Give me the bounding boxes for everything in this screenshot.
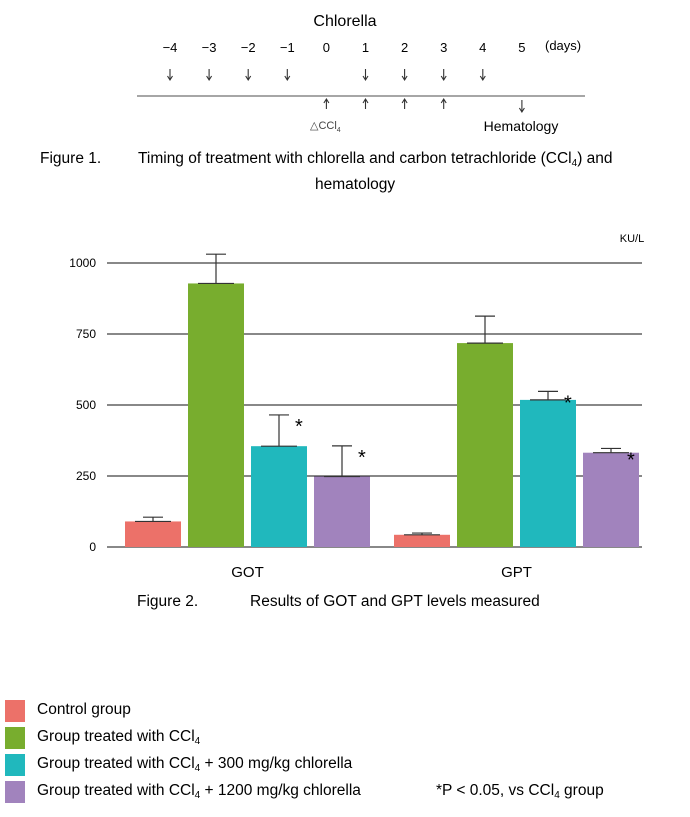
- timeline-day-label: −4: [163, 40, 178, 55]
- chlorella-dose-arrow: [284, 69, 291, 82]
- chart-y-tick-labels: 0 250 500 750 1000: [69, 256, 96, 554]
- figure-1-number: Figure 1.: [40, 150, 102, 167]
- chart-unit-label: KU/L: [620, 233, 644, 245]
- error-bar: [593, 447, 629, 454]
- x-tick-label: GPT: [501, 564, 532, 581]
- chlorella-dose-arrow: [401, 69, 408, 82]
- chart-x-tick-labels: GOT GPT: [231, 564, 532, 581]
- ccl4-arrow: [362, 97, 369, 109]
- hematology-arrow: [518, 100, 525, 114]
- legend-label-ccl4-300: Group treated with CCl4 + 300 mg/kg chlo…: [37, 755, 353, 774]
- chlorella-dose-arrow: [479, 69, 486, 82]
- error-bar: [198, 253, 234, 285]
- timeline-unit-label: (days): [545, 38, 581, 53]
- timeline-day-label: −3: [202, 40, 217, 55]
- significance-mark: *: [564, 392, 572, 414]
- timeline-day-label: −1: [280, 40, 295, 55]
- chart-significance-marks: * * * *: [295, 392, 635, 471]
- ccl4-arrow: [401, 97, 408, 109]
- timeline-day-label: 2: [401, 40, 408, 55]
- chlorella-dose-arrow: [440, 69, 447, 82]
- bar: [583, 452, 639, 547]
- timeline-day-label: 4: [479, 40, 486, 55]
- error-bar: [261, 414, 297, 447]
- bar: [188, 283, 244, 547]
- bar: [125, 521, 181, 547]
- timeline-day-label: 5: [518, 40, 525, 55]
- legend-swatch-ccl4-300: [5, 754, 25, 776]
- got-gpt-bar-chart: KU/L 0 250 500 750 1000 * * * * GOT GPT: [69, 233, 644, 581]
- y-tick-label: 750: [76, 327, 96, 341]
- timeline-title: Chlorella: [313, 13, 376, 30]
- bar: [457, 343, 513, 547]
- hematology-label: Hematology: [484, 118, 559, 134]
- legend-swatch-ccl4: [5, 727, 25, 749]
- timeline-arrows: [167, 69, 525, 114]
- significance-mark: *: [627, 449, 635, 471]
- y-tick-label: 0: [89, 540, 96, 554]
- timeline-day-label: 0: [323, 40, 330, 55]
- error-bar: [467, 315, 503, 344]
- significance-mark: *: [358, 447, 366, 469]
- timeline-day-labels: −4 −3 −2 −1 0 1 2 3 4 5: [163, 40, 526, 55]
- bar: [314, 476, 370, 547]
- significance-note: *P < 0.05, vs CCl4 group: [436, 782, 604, 801]
- y-tick-label: 250: [76, 469, 96, 483]
- ccl4-marker: △CCl4: [310, 120, 341, 134]
- error-bar: [135, 516, 171, 523]
- timeline-day-label: 3: [440, 40, 447, 55]
- error-bar: [404, 532, 440, 536]
- chlorella-dose-arrow: [206, 69, 213, 82]
- legend-label-control: Control group: [37, 701, 131, 718]
- chlorella-dose-arrow: [245, 69, 252, 82]
- error-bar: [530, 390, 566, 401]
- chlorella-dose-arrow: [167, 69, 173, 82]
- chart-error-bars: [135, 253, 629, 536]
- figure-2-caption-text: Results of GOT and GPT levels measured: [250, 593, 540, 610]
- figure-1-caption-line2: hematology: [315, 176, 396, 193]
- error-bar: [324, 445, 360, 478]
- timeline-day-label: 1: [362, 40, 369, 55]
- legend-swatch-ccl4-1200: [5, 781, 25, 803]
- significance-mark: *: [295, 416, 303, 438]
- legend-swatch-control: [5, 700, 25, 722]
- y-tick-label: 1000: [69, 256, 96, 270]
- legend-label-ccl4-1200: Group treated with CCl4 + 1200 mg/kg chl…: [37, 782, 361, 801]
- timeline-day-label: −2: [241, 40, 256, 55]
- figure-1-caption-line1: Timing of treatment with chlorella and c…: [138, 150, 613, 169]
- ccl4-arrow: [323, 97, 330, 109]
- x-tick-label: GOT: [231, 564, 264, 581]
- ccl4-arrow: [440, 97, 447, 109]
- chlorella-dose-arrow: [362, 69, 369, 82]
- y-tick-label: 500: [76, 398, 96, 412]
- legend-label-ccl4: Group treated with CCl4: [37, 728, 201, 747]
- bar: [251, 446, 307, 547]
- chart-bars: [125, 283, 639, 547]
- bar: [520, 399, 576, 547]
- figure-2-number: Figure 2.: [137, 593, 199, 610]
- bar: [394, 534, 450, 547]
- treatment-timeline: Chlorella (days) −4 −3 −2 −1 0 1 2 3 4 5 △CCl4 He…: [137, 13, 585, 134]
